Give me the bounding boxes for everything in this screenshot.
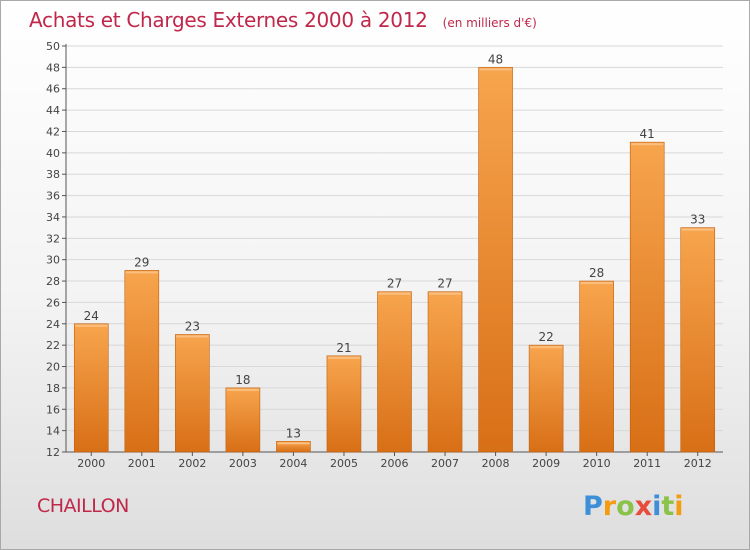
bar-2011 xyxy=(629,141,665,453)
bar-highlight xyxy=(631,143,664,146)
x-tick-label: 2002 xyxy=(178,457,206,470)
chart-unit: (en milliers d'€) xyxy=(442,16,537,30)
bar-highlight xyxy=(277,442,310,445)
bar-2012 xyxy=(680,227,716,453)
x-tick-label: 2006 xyxy=(381,457,409,470)
y-tick-label: 18 xyxy=(46,382,60,395)
y-tick-label: 28 xyxy=(46,275,60,288)
commune-name: CHAILLON xyxy=(37,495,129,517)
data-label: 27 xyxy=(437,277,452,291)
logo-letter: i xyxy=(652,491,662,522)
data-label: 41 xyxy=(640,127,655,141)
y-tick-label: 12 xyxy=(46,446,60,459)
y-tick-label: 38 xyxy=(46,168,60,181)
title-row: Achats et Charges Externes 2000 à 2012 (… xyxy=(29,8,537,32)
y-tick-label: 46 xyxy=(46,83,60,96)
data-label: 28 xyxy=(589,266,604,280)
data-label: 21 xyxy=(336,341,351,355)
bar-2010 xyxy=(579,280,614,453)
y-tick-label: 14 xyxy=(46,425,60,438)
bar-highlight xyxy=(580,282,613,285)
chart-title: Achats et Charges Externes 2000 à 2012 xyxy=(29,8,428,32)
bar-highlight xyxy=(327,356,360,359)
logo-letter: x xyxy=(634,491,653,522)
bar-highlight xyxy=(75,324,108,327)
data-label: 29 xyxy=(134,255,149,269)
data-label: 33 xyxy=(690,213,705,227)
logo-letter: i xyxy=(674,491,684,522)
logo-letter: P xyxy=(583,491,603,522)
x-tick-label: 2012 xyxy=(684,457,712,470)
y-tick-label: 20 xyxy=(46,361,60,374)
x-tick-label: 2007 xyxy=(431,457,459,470)
bar-2001 xyxy=(124,270,160,453)
data-label: 18 xyxy=(235,373,250,387)
bar-highlight xyxy=(176,335,209,338)
y-tick-label: 22 xyxy=(46,339,60,352)
bar-highlight xyxy=(681,228,714,231)
bar-highlight xyxy=(530,346,563,349)
data-label: 22 xyxy=(538,330,553,344)
y-tick-label: 32 xyxy=(46,232,60,245)
x-tick-label: 2001 xyxy=(128,457,156,470)
x-tick-label: 2009 xyxy=(532,457,560,470)
proxiti-logo: Proxiti xyxy=(583,491,684,522)
y-tick-label: 26 xyxy=(46,296,60,309)
bar-2006 xyxy=(377,291,412,453)
y-tick-label: 42 xyxy=(46,125,60,138)
y-tick-label: 34 xyxy=(46,211,60,224)
data-label: 13 xyxy=(286,426,301,440)
y-tick-label: 48 xyxy=(46,61,60,74)
bar-2003 xyxy=(225,387,261,453)
bar-highlight xyxy=(226,388,259,391)
logo-letter: t xyxy=(661,491,675,522)
x-tick-label: 2003 xyxy=(229,457,257,470)
bar-2000 xyxy=(73,323,109,453)
bar-2007 xyxy=(427,291,463,453)
bar-2009 xyxy=(528,344,564,453)
y-tick-label: 50 xyxy=(46,40,60,53)
bar-highlight xyxy=(429,292,462,295)
x-tick-label: 2005 xyxy=(330,457,358,470)
y-tick-label: 44 xyxy=(46,104,60,117)
y-tick-label: 16 xyxy=(46,403,60,416)
logo-letter: o xyxy=(616,491,635,522)
y-tick-label: 36 xyxy=(46,190,60,203)
bar-highlight xyxy=(125,271,158,274)
x-tick-label: 2000 xyxy=(77,457,105,470)
y-tick-label: 24 xyxy=(46,318,60,331)
data-label: 23 xyxy=(185,319,200,333)
x-tick-label: 2011 xyxy=(633,457,661,470)
logo-letter: r xyxy=(602,491,617,522)
y-tick-label: 40 xyxy=(46,147,60,160)
bar-2002 xyxy=(175,334,210,453)
bar-2008 xyxy=(478,67,513,453)
data-label: 48 xyxy=(488,52,503,66)
x-tick-label: 2010 xyxy=(583,457,611,470)
bar-highlight xyxy=(479,68,512,71)
bar-highlight xyxy=(378,292,411,295)
x-tick-label: 2004 xyxy=(279,457,307,470)
y-tick-label: 30 xyxy=(46,254,60,267)
x-tick-label: 2008 xyxy=(482,457,510,470)
bar-2005 xyxy=(326,355,362,453)
data-label: 24 xyxy=(84,309,99,323)
data-label: 27 xyxy=(387,277,402,291)
